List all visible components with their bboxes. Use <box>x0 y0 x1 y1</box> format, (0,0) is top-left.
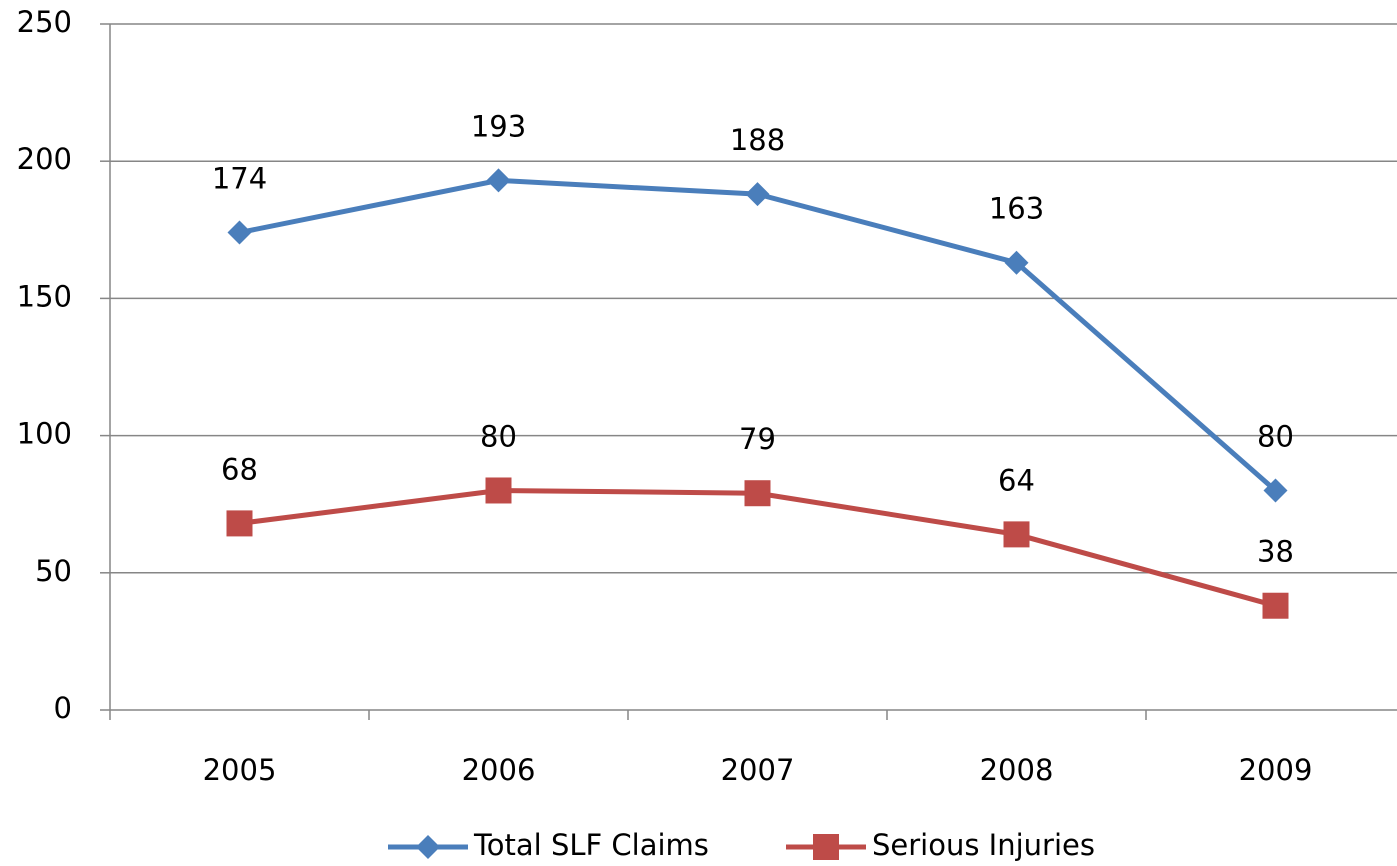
x-tick-label: 2005 <box>203 753 277 787</box>
marker <box>813 834 839 860</box>
marker <box>485 477 512 504</box>
marker <box>1262 592 1289 619</box>
marker <box>1263 478 1288 503</box>
marker <box>1004 250 1029 275</box>
marker <box>744 480 771 507</box>
data-label: 64 <box>998 463 1035 497</box>
marker <box>486 168 511 193</box>
data-label: 80 <box>1257 419 1294 453</box>
data-label: 68 <box>221 452 258 486</box>
marker <box>1003 521 1030 548</box>
line <box>239 487 1277 609</box>
marker <box>226 510 253 537</box>
data-label: 80 <box>480 419 517 453</box>
y-tick-label: 250 <box>17 5 72 39</box>
y-tick-label: 50 <box>35 554 72 588</box>
data-label: 79 <box>739 422 776 456</box>
data-label: 188 <box>730 123 785 157</box>
legend-label: Serious Injuries <box>872 828 1095 862</box>
x-tick-label: 2008 <box>980 753 1054 787</box>
x-tick-label: 2007 <box>721 753 795 787</box>
x-tick-label: 2006 <box>462 753 536 787</box>
y-tick-label: 200 <box>17 142 72 176</box>
y-tick-label: 150 <box>17 279 72 313</box>
data-label: 38 <box>1257 535 1294 569</box>
legend-label: Total SLF Claims <box>473 828 709 862</box>
marker <box>745 182 770 207</box>
x-tick-label: 2009 <box>1239 753 1313 787</box>
marker <box>227 220 252 245</box>
y-tick-label: 0 <box>54 691 72 725</box>
data-label: 174 <box>212 162 267 196</box>
data-label: 163 <box>989 192 1044 226</box>
data-label: 193 <box>471 109 526 143</box>
marker <box>416 835 440 859</box>
y-tick-label: 100 <box>17 417 72 451</box>
